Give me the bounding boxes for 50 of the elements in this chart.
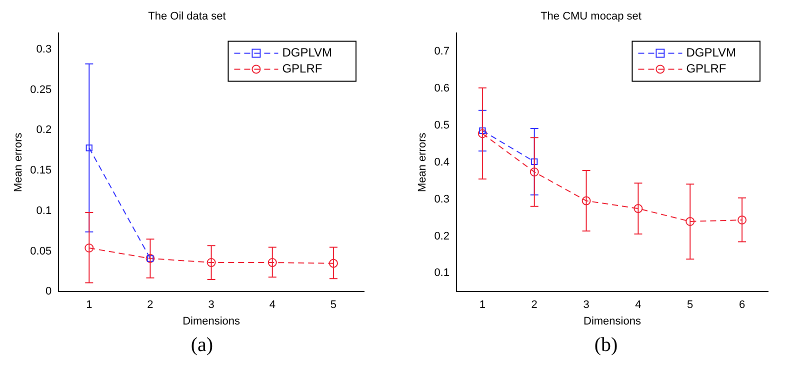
y-tick-label: 0.5: [434, 120, 450, 132]
x-tick-label: 2: [147, 299, 154, 312]
y-tick-label: 0.25: [30, 84, 52, 96]
y-tick-label: 0.15: [30, 164, 52, 177]
text: (b): [593, 334, 619, 357]
legend-label: DGPLVM: [282, 46, 332, 60]
x-tick-label: 4: [635, 299, 642, 312]
chart-title: The CMU mocap set: [540, 10, 642, 23]
y-tick-label: 0.4: [434, 156, 450, 168]
point: [738, 215, 747, 224]
point: [530, 168, 539, 176]
y-axis-title: Mean errors: [416, 132, 429, 192]
x-tick-label: 2: [531, 299, 538, 312]
x-axis-title: Dimensions: [182, 315, 241, 328]
y-tick-label: 0.2: [434, 230, 450, 242]
text: (a): [190, 334, 214, 357]
x-axis-title: Dimensions: [584, 315, 642, 328]
y-tick-label: 0.05: [30, 245, 52, 258]
y-tick-label: 0.1: [36, 204, 52, 217]
point: [478, 129, 487, 138]
y-tick-label: 0.2: [36, 124, 52, 136]
x-tick-label: 5: [330, 299, 337, 312]
y-tick-label: 0.6: [434, 82, 450, 95]
y-tick-label: 0.3: [434, 193, 450, 206]
legend-label: GPLRF: [282, 62, 322, 76]
point: [206, 258, 216, 268]
legend-label: GPLRF: [686, 62, 726, 76]
point: [84, 243, 94, 252]
point: [328, 258, 338, 268]
point: [686, 216, 695, 226]
point: [268, 258, 277, 268]
x-tick-label: 6: [738, 299, 746, 312]
x-tick-label: 5: [687, 299, 694, 312]
x-tick-label: 1: [479, 299, 486, 312]
y-tick-label: 0: [45, 286, 52, 298]
point: [479, 127, 486, 134]
point: [86, 144, 92, 152]
y-axis-title: Mean errors: [12, 132, 25, 192]
point: [634, 204, 643, 214]
y-tick-label: 0.7: [434, 46, 450, 58]
x-tick-label: 3: [583, 299, 590, 312]
x-tick-label: 3: [208, 299, 214, 312]
y-tick-label: 0.1: [434, 267, 450, 280]
x-tick-label: 1: [86, 299, 92, 312]
x-tick-label: 4: [269, 299, 276, 312]
y-tick-label: 0.3: [36, 43, 52, 56]
legend-label: DGPLVM: [686, 46, 736, 60]
point: [531, 158, 538, 165]
point: [582, 196, 591, 206]
chart-title: The Oil data set: [148, 10, 226, 23]
